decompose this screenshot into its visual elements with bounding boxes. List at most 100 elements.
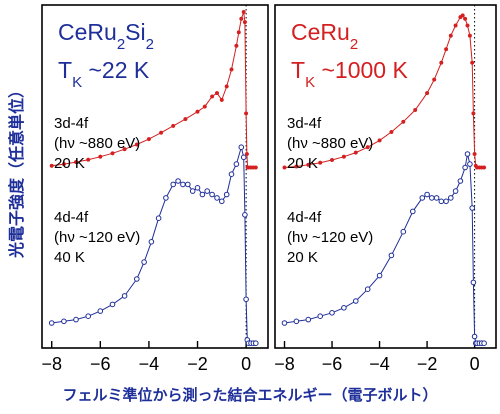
annotation-text: (hν ~120 eV)	[54, 229, 140, 246]
data-point	[121, 293, 128, 299]
data-point	[424, 191, 430, 198]
title-mid: Si	[125, 19, 145, 45]
data-point	[470, 60, 475, 65]
data-point	[410, 208, 416, 215]
data-point	[229, 67, 234, 72]
annotation-text: 4d-4f	[287, 209, 322, 226]
data-point	[467, 33, 472, 38]
x-tick-label: −4	[369, 354, 390, 374]
data-point	[97, 308, 104, 314]
tk-sub: K	[305, 74, 315, 91]
data-point	[425, 91, 430, 96]
data-point	[433, 195, 440, 201]
data-point	[238, 144, 245, 150]
data-point	[209, 191, 215, 198]
data-point	[353, 298, 359, 304]
data-point	[244, 151, 249, 157]
data-point	[467, 161, 473, 167]
data-point	[341, 305, 347, 311]
chart-panel-ceru2: −8 −6 −4 −2 0 CeRu2 TK ~1000 K 3d-4f (hν ~880…	[274, 4, 497, 374]
data-point	[282, 165, 287, 170]
data-point	[195, 109, 200, 114]
data-point	[419, 195, 426, 201]
data-point	[204, 188, 210, 194]
data-point	[365, 145, 370, 150]
data-point	[73, 316, 79, 323]
data-point	[61, 318, 67, 325]
data-point	[377, 138, 382, 143]
tk-main: T	[58, 57, 72, 83]
annotation-text: 40 K	[54, 249, 85, 266]
data-point	[376, 272, 383, 279]
data-point	[306, 162, 311, 167]
data-point	[318, 160, 323, 165]
data-point	[281, 320, 288, 326]
data-point	[443, 198, 449, 205]
data-point	[400, 228, 407, 235]
title-sub1: 2	[350, 36, 358, 53]
data-point	[293, 318, 300, 325]
data-point	[49, 163, 54, 168]
data-point	[364, 286, 371, 293]
title-sub1: 2	[117, 36, 125, 53]
annotation-text: (hν ~880 eV)	[54, 135, 140, 152]
x-axis-label: フェルミ準位から測った結合エネルギー（電子ボルト）	[62, 386, 437, 404]
data-point	[159, 130, 164, 135]
data-point	[183, 117, 188, 122]
annotation-text: 3d-4f	[287, 115, 322, 132]
data-point	[189, 188, 196, 194]
data-point	[317, 313, 324, 320]
data-point	[224, 84, 229, 89]
data-point	[155, 215, 162, 221]
data-point	[464, 151, 471, 157]
annotation-text: 3d-4f	[54, 115, 89, 132]
data-point	[98, 154, 103, 159]
data-point	[202, 104, 207, 109]
data-point	[219, 198, 225, 205]
data-point	[241, 9, 246, 15]
data-point	[465, 23, 470, 28]
data-point	[453, 23, 458, 28]
annotation-text: (hν ~120 eV)	[287, 229, 373, 246]
data-point	[122, 147, 127, 152]
data-point	[472, 151, 477, 157]
data-marks	[48, 9, 259, 347]
data-point	[163, 195, 169, 201]
data-point	[471, 111, 476, 116]
data-point	[170, 181, 176, 188]
annotation-text: 20 K	[287, 249, 318, 266]
data-point	[242, 212, 248, 218]
data-point	[294, 164, 299, 169]
x-tick-label: −6	[90, 354, 111, 374]
panel-notes: 3d-4f (hν ~880 eV) 20 K 4d-4f (hν ~120 eV) 20…	[287, 115, 373, 266]
x-tick-label: −8	[274, 354, 295, 374]
x-ticks: −8 −6 −4 −2 0	[274, 341, 480, 374]
data-point	[438, 198, 445, 205]
data-point	[452, 188, 459, 194]
tk-sub: K	[72, 74, 82, 91]
data-point	[242, 20, 247, 25]
data-point	[134, 276, 140, 282]
x-tick-label: −8	[41, 354, 62, 374]
data-point	[482, 165, 487, 170]
data-point	[175, 178, 181, 184]
data-point	[223, 191, 230, 198]
data-point	[134, 142, 139, 147]
x-tick-label: −6	[322, 354, 343, 374]
data-point	[388, 252, 395, 259]
data-point	[141, 259, 147, 265]
data-point	[469, 205, 476, 211]
data-point	[61, 162, 66, 167]
x-ticks: −8 −6 −4 −2 0	[41, 341, 251, 374]
data-point	[401, 119, 406, 124]
data-point	[243, 296, 249, 303]
data-point	[457, 178, 464, 184]
title-main: CeRu	[291, 19, 350, 45]
data-point	[199, 191, 206, 198]
data-point	[448, 33, 453, 38]
data-point	[253, 165, 258, 170]
x-tick-label: −2	[187, 354, 208, 374]
data-point	[244, 111, 249, 116]
data-point	[460, 13, 465, 18]
